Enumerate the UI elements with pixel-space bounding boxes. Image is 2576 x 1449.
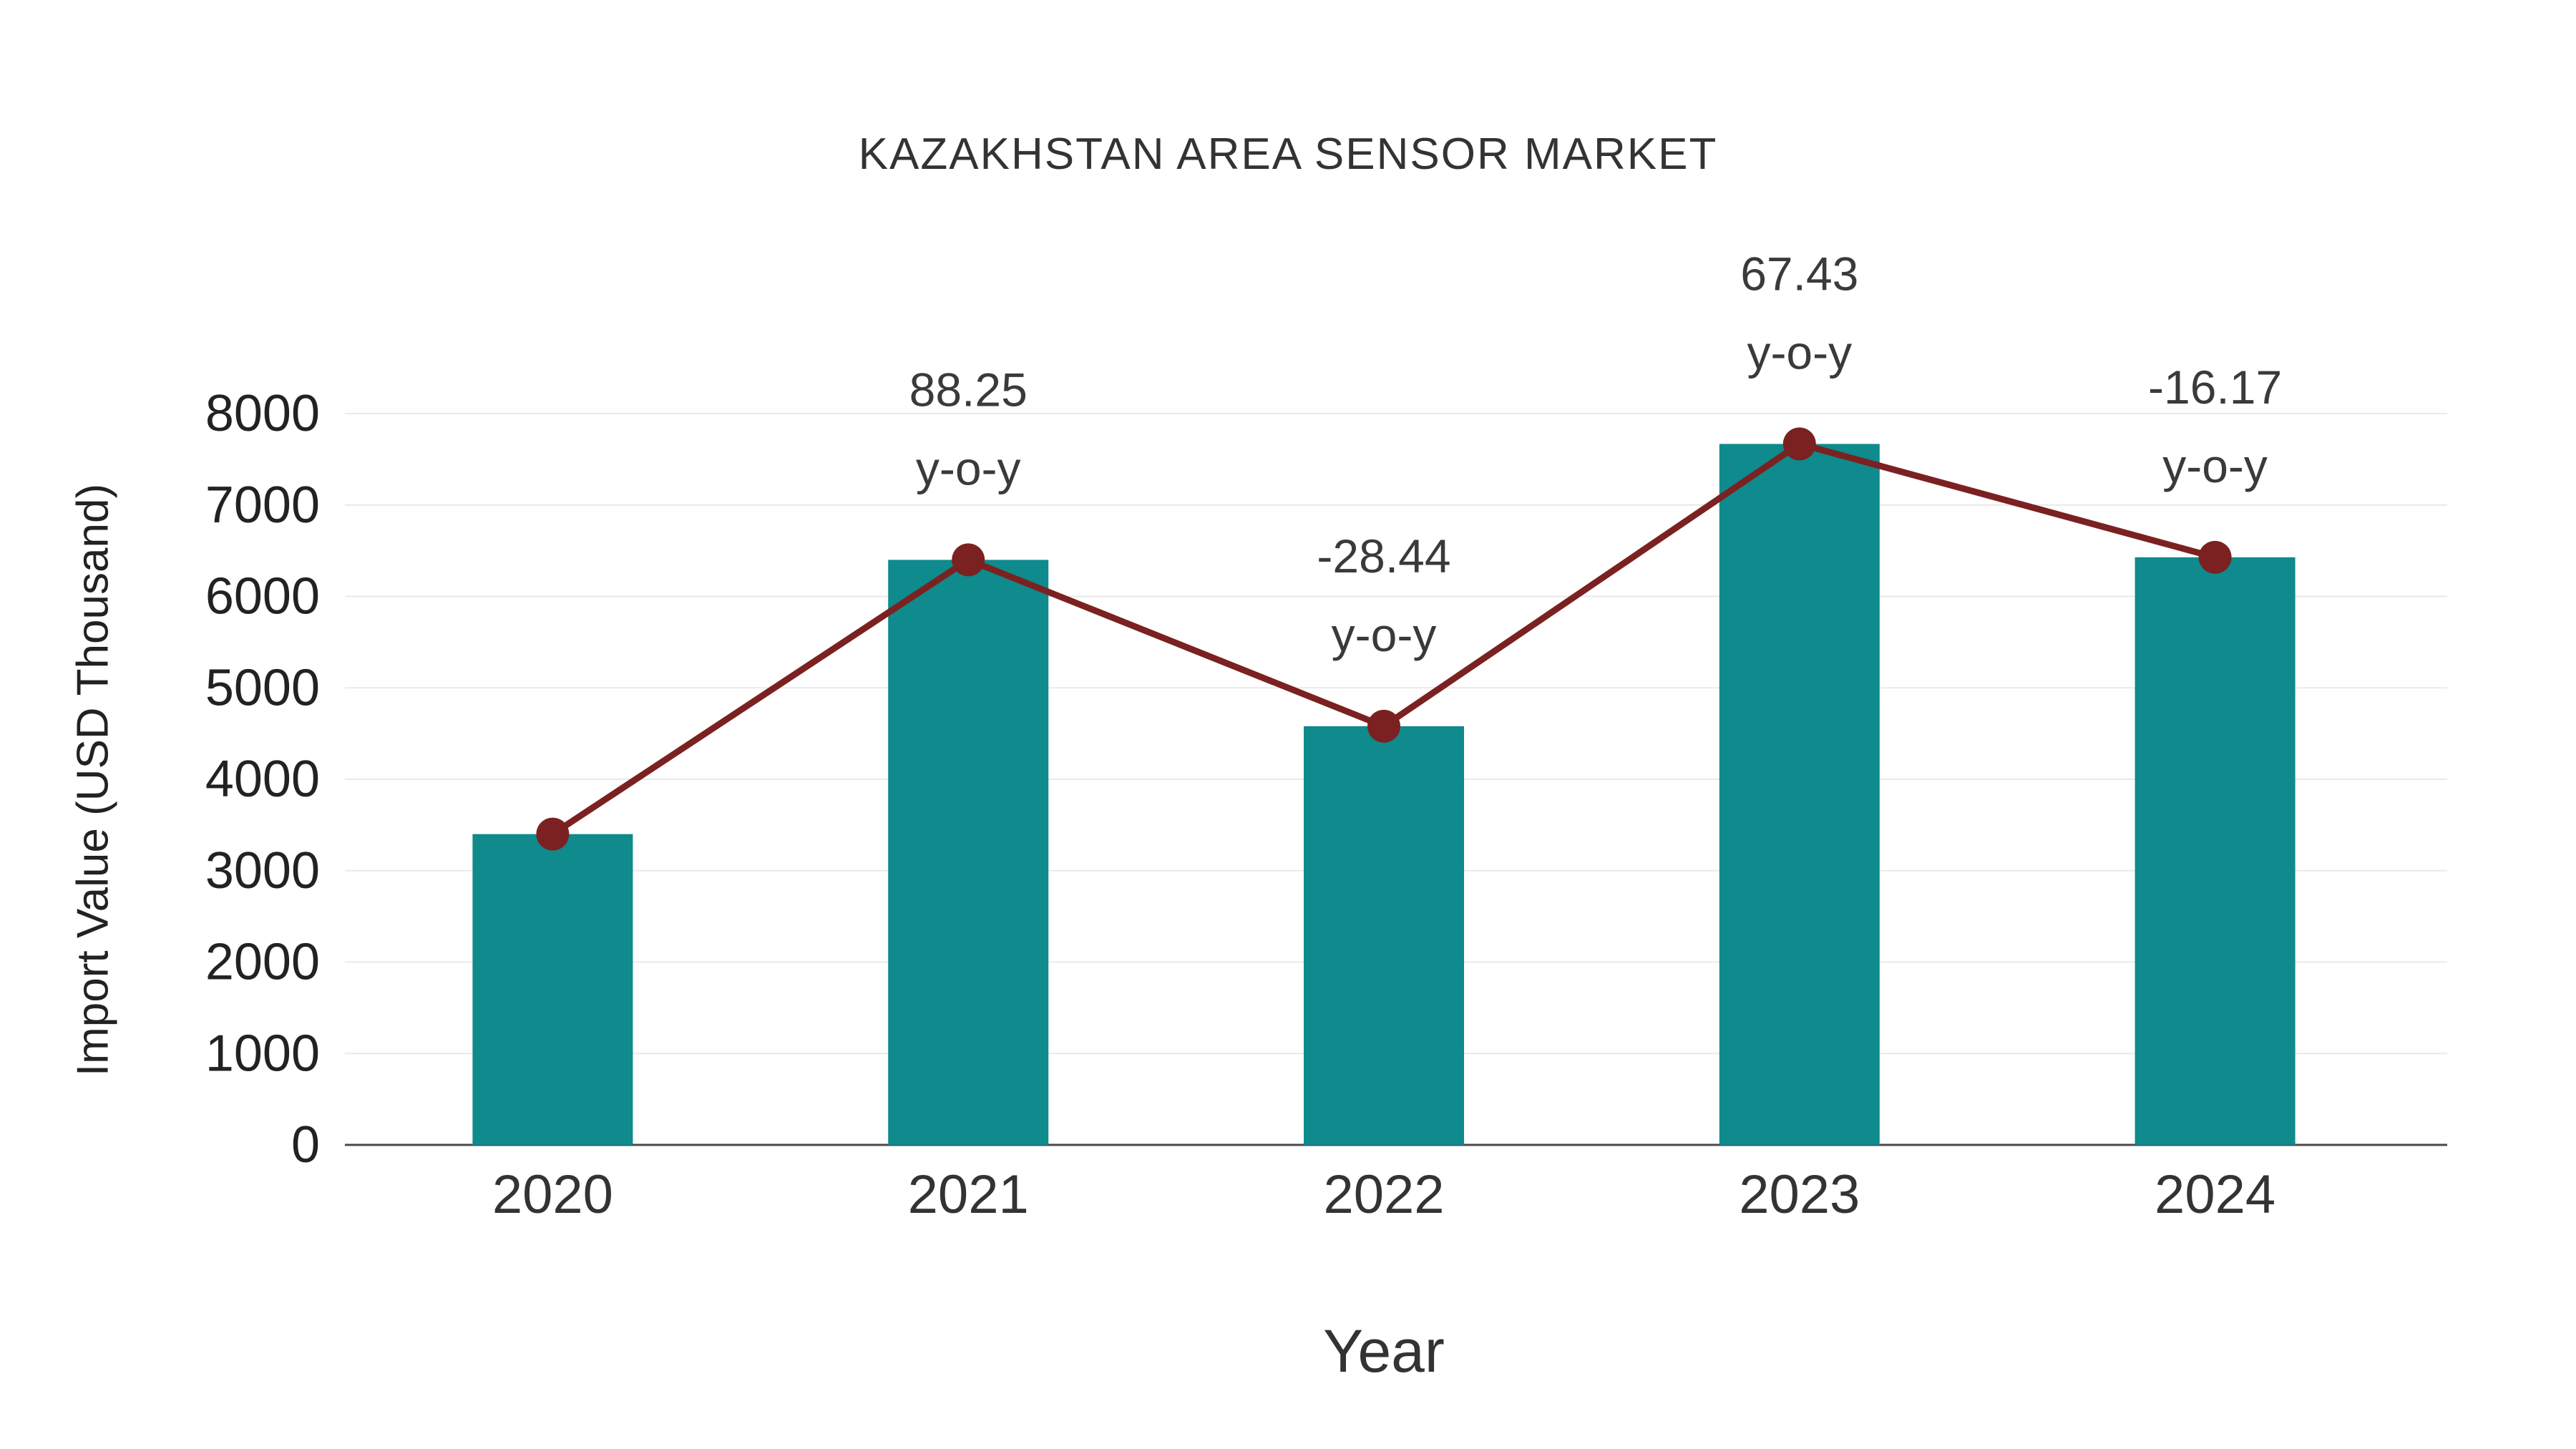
y-tick-label: 3000 (205, 842, 320, 899)
annotation-label-2023: y-o-y (1747, 326, 1852, 379)
annotation-label-2021: y-o-y (916, 441, 1021, 494)
y-tick-label: 4000 (205, 751, 320, 808)
y-tick-label: 1000 (205, 1025, 320, 1082)
annotation-value-2022: -28.44 (1317, 530, 1450, 582)
x-tick-label: 2024 (2155, 1164, 2275, 1225)
chart-title: KAZAKHSTAN AREA SENSOR MARKET (858, 130, 1718, 179)
bar-2023 (1719, 444, 1880, 1145)
annotation-label-2022: y-o-y (1332, 608, 1437, 661)
annotation-label-2024: y-o-y (2162, 439, 2268, 492)
y-tick-label: 6000 (205, 568, 320, 625)
y-tick-label: 0 (291, 1116, 320, 1174)
y-tick-label: 2000 (205, 934, 320, 991)
x-tick-label: 2020 (492, 1164, 613, 1225)
x-axis-title: Year (1323, 1317, 1445, 1385)
y-tick-label: 7000 (205, 477, 320, 534)
trend-marker-2020 (536, 817, 570, 851)
trend-marker-2024 (2198, 540, 2232, 574)
x-tick-label: 2023 (1739, 1164, 1860, 1225)
x-tick-label: 2021 (908, 1164, 1029, 1225)
annotation-value-2024: -16.17 (2148, 361, 2282, 414)
trend-marker-2022 (1367, 709, 1400, 743)
bar-2020 (472, 834, 633, 1145)
y-tick-label: 5000 (205, 659, 320, 716)
y-tick-label: 8000 (205, 385, 320, 442)
annotation-value-2023: 67.43 (1740, 247, 1858, 300)
bar-2024 (2135, 557, 2296, 1145)
x-tick-label: 2022 (1323, 1164, 1444, 1225)
trend-marker-2023 (1782, 427, 1816, 461)
annotation-value-2021: 88.25 (909, 363, 1028, 416)
bar-2022 (1304, 726, 1464, 1145)
bar-2021 (888, 560, 1049, 1145)
trend-marker-2021 (952, 543, 985, 577)
